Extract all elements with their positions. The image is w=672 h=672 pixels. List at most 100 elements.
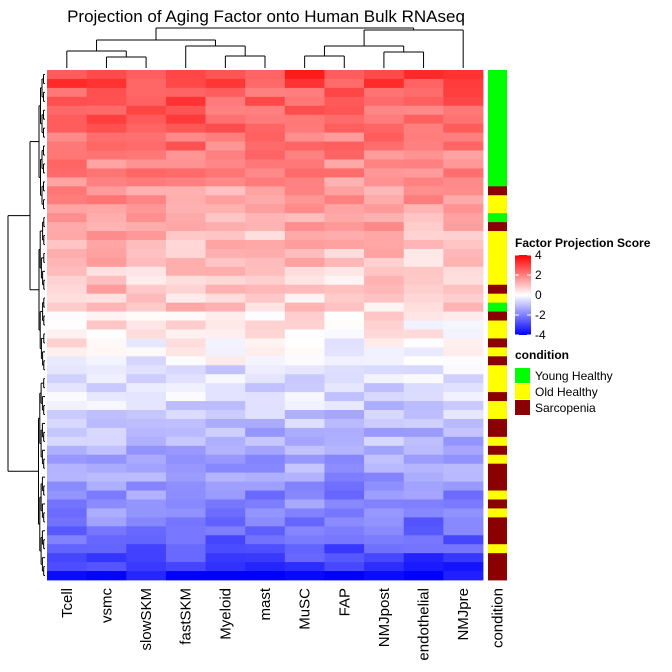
heatmap-cell bbox=[165, 275, 206, 286]
heatmap-cell bbox=[126, 472, 167, 482]
heatmap-cell bbox=[245, 177, 286, 187]
color-scale-tick-label: 4 bbox=[535, 248, 542, 262]
heatmap-cell bbox=[284, 222, 325, 232]
heatmap-cell bbox=[443, 517, 484, 527]
heatmap-cell bbox=[324, 329, 365, 339]
heatmap-cell bbox=[205, 508, 246, 518]
heatmap-cell bbox=[47, 222, 88, 232]
condition-cell bbox=[488, 159, 507, 169]
heatmap-cell bbox=[443, 141, 484, 151]
heatmap-cell bbox=[86, 553, 127, 563]
heatmap-cell bbox=[403, 320, 444, 330]
heatmap-cell bbox=[205, 240, 246, 250]
heatmap-cell bbox=[403, 141, 444, 151]
heatmap-cell bbox=[205, 499, 246, 509]
heatmap-cell bbox=[403, 544, 444, 554]
heatmap-cell bbox=[443, 248, 484, 259]
heatmap-cell bbox=[324, 78, 365, 89]
heatmap-cell bbox=[245, 571, 286, 581]
heatmap-cell bbox=[165, 311, 206, 321]
heatmap-cell bbox=[324, 374, 365, 384]
heatmap-cell bbox=[165, 132, 206, 142]
heatmap-cell bbox=[284, 472, 325, 482]
heatmap-cell bbox=[443, 544, 484, 554]
condition-cell bbox=[488, 177, 507, 187]
heatmap-cell bbox=[205, 231, 246, 241]
heatmap-cell bbox=[86, 150, 127, 160]
heatmap-cell bbox=[165, 195, 206, 205]
condition-cell bbox=[488, 445, 507, 456]
heatmap-cell bbox=[205, 222, 246, 232]
heatmap-cell bbox=[245, 445, 286, 456]
heatmap-cell bbox=[364, 445, 405, 456]
condition-cell bbox=[488, 311, 507, 321]
heatmap-cell bbox=[324, 132, 365, 142]
heatmap-cell bbox=[205, 195, 246, 205]
heatmap-cells bbox=[47, 70, 484, 581]
heatmap-cell bbox=[284, 490, 325, 500]
heatmap-cell bbox=[165, 410, 206, 420]
heatmap-cell bbox=[165, 177, 206, 187]
heatmap-cell bbox=[245, 186, 286, 196]
heatmap-cell bbox=[284, 96, 325, 107]
heatmap-cell bbox=[245, 222, 286, 232]
heatmap-cell bbox=[205, 132, 246, 142]
heatmap-cell bbox=[284, 374, 325, 384]
heatmap-cell bbox=[324, 481, 365, 491]
heatmap-cell bbox=[284, 186, 325, 196]
heatmap-cell bbox=[86, 204, 127, 214]
heatmap-cell bbox=[245, 123, 286, 134]
heatmap-cell bbox=[364, 356, 405, 366]
heatmap-cell bbox=[245, 427, 286, 438]
condition-cell bbox=[488, 463, 507, 474]
column-label: endothelial bbox=[416, 588, 433, 661]
heatmap-cell bbox=[245, 383, 286, 393]
heatmap-cell bbox=[284, 329, 325, 339]
heatmap-cell bbox=[284, 517, 325, 527]
heatmap-cell bbox=[403, 490, 444, 500]
heatmap-cell bbox=[126, 293, 167, 304]
heatmap-cell bbox=[205, 168, 246, 178]
condition-cell bbox=[488, 275, 507, 286]
heatmap-cell bbox=[165, 544, 206, 554]
heatmap-cell bbox=[205, 392, 246, 402]
column-label: Tcell bbox=[59, 588, 76, 618]
heatmap-cell bbox=[324, 311, 365, 321]
heatmap-cell bbox=[364, 284, 405, 295]
heatmap-cell bbox=[324, 105, 365, 116]
condition-cell bbox=[488, 96, 507, 107]
heatmap-cell bbox=[443, 266, 484, 277]
heatmap-cell bbox=[126, 78, 167, 89]
heatmap-cell bbox=[403, 150, 444, 160]
heatmap-cell bbox=[443, 481, 484, 491]
heatmap-cell bbox=[86, 427, 127, 438]
heatmap-cell bbox=[47, 96, 88, 107]
heatmap-cell bbox=[205, 562, 246, 572]
heatmap-cell bbox=[165, 383, 206, 393]
heatmap-cell bbox=[165, 347, 206, 357]
heatmap-cell bbox=[403, 535, 444, 545]
heatmap-cell bbox=[324, 240, 365, 250]
heatmap-cell bbox=[47, 499, 88, 509]
heatmap-cell bbox=[205, 436, 246, 447]
heatmap-cell bbox=[47, 544, 88, 554]
condition-cell bbox=[488, 338, 507, 348]
heatmap-cell bbox=[205, 383, 246, 393]
heatmap-cell bbox=[403, 508, 444, 518]
condition-column-label: condition bbox=[490, 588, 507, 648]
heatmap-cell bbox=[126, 418, 167, 429]
heatmap-cell bbox=[403, 123, 444, 134]
heatmap-cell bbox=[324, 571, 365, 581]
heatmap-cell bbox=[47, 257, 88, 268]
heatmap-cell bbox=[403, 526, 444, 536]
heatmap-cell bbox=[126, 401, 167, 411]
heatmap-cell bbox=[324, 544, 365, 554]
heatmap-cell bbox=[284, 231, 325, 241]
condition-swatch bbox=[515, 368, 530, 383]
heatmap-cell bbox=[245, 418, 286, 429]
heatmap-cell bbox=[47, 472, 88, 482]
heatmap-cell bbox=[165, 222, 206, 232]
condition-cell bbox=[488, 427, 507, 438]
heatmap-cell bbox=[324, 159, 365, 169]
heatmap-cell bbox=[364, 508, 405, 518]
